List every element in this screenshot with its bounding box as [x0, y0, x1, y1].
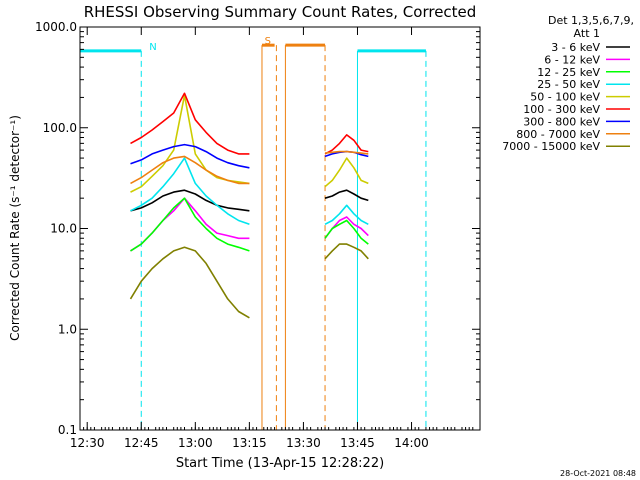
- legend-label-3: 25 - 50 keV: [537, 78, 600, 91]
- series-line-4: [130, 94, 369, 193]
- series-line-2: [130, 197, 369, 252]
- legend-label-6: 300 - 800 keV: [523, 115, 600, 128]
- chart-title: RHESSI Observing Summary Count Rates, Co…: [84, 3, 477, 21]
- y-tick-label-3: 100.0: [43, 121, 77, 135]
- x-tick-label-1: 12:45: [124, 436, 159, 450]
- x-tick-label-5: 13:45: [340, 436, 375, 450]
- x-tick-label-6: 14:00: [394, 436, 429, 450]
- y-axis-label: Corrected Count Rate (s⁻¹ detector⁻¹): [8, 115, 22, 341]
- x-axis-label: Start Time (13-Apr-15 12:28:22): [176, 456, 384, 471]
- series-line-5: [130, 92, 369, 155]
- legend-label-1: 6 - 12 keV: [544, 53, 600, 66]
- y-tick-label-2: 10.0: [50, 222, 77, 236]
- legend-label-5: 100 - 300 keV: [523, 103, 600, 116]
- flag-s-label: S: [265, 36, 271, 47]
- timestamp: 28-Oct-2021 08:48: [560, 469, 636, 478]
- y-tick-label-4: 1000.0: [35, 20, 77, 34]
- legend-header-line-1: Det 1,3,5,6,7,9,: [548, 14, 634, 27]
- x-axis: 12:30 12:45 13:00 13:15 13:30 13:45 14:00: [70, 27, 481, 450]
- legend-label-4: 50 - 100 keV: [530, 91, 600, 104]
- x-tick-label-3: 13:15: [232, 436, 267, 450]
- series-line-0: [130, 189, 369, 212]
- y-tick-label-0: 0.1: [58, 423, 77, 437]
- x-tick-label-4: 13:30: [286, 436, 321, 450]
- legend-label-0: 3 - 6 keV: [551, 41, 600, 54]
- y-axis: 0.1 1.0 10.0 100.0 1000.0: [35, 20, 480, 437]
- x-tick-label-2: 13:00: [178, 436, 213, 450]
- series-line-8: [129, 243, 369, 319]
- legend-label-7: 800 - 7000 keV: [516, 128, 600, 141]
- x-tick-label-0: 12:30: [70, 436, 105, 450]
- plot-area: NS: [79, 26, 481, 431]
- plot-frame: [79, 26, 481, 431]
- legend-header-line-2: Att 1: [574, 27, 600, 40]
- series-line-1: [130, 197, 369, 252]
- legend-label-2: 12 - 25 keV: [537, 66, 600, 79]
- series-line-6: [130, 143, 369, 169]
- series-line-7: [130, 150, 369, 185]
- legend-label-8: 7000 - 15000 keV: [502, 140, 600, 153]
- y-tick-label-1: 1.0: [58, 322, 77, 336]
- flag-n-label: N: [149, 42, 156, 53]
- series-line-3: [130, 157, 369, 226]
